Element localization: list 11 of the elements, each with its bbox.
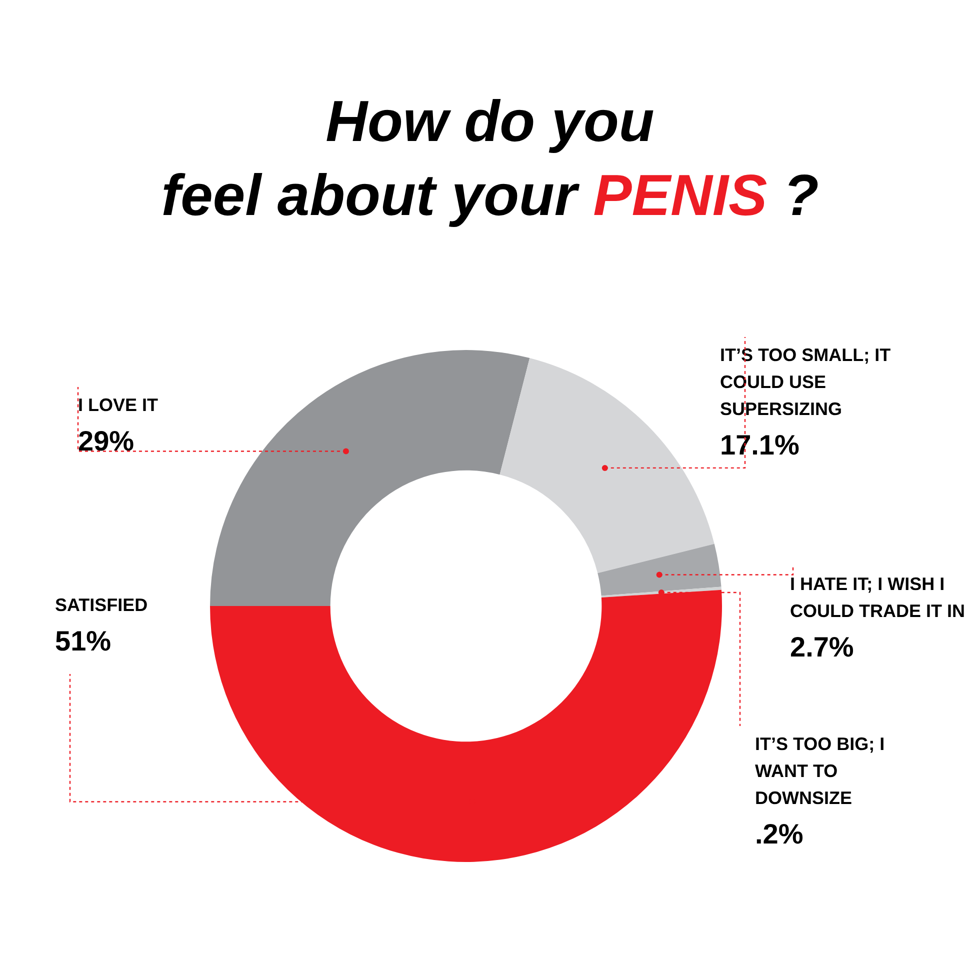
data-label: .2% (755, 818, 804, 850)
slice-label: IT’S TOO SMALL; IT COULD USE SUPERSIZING (720, 344, 891, 419)
data-label: 2.7% (790, 632, 854, 663)
slice-label: SATISFIED (55, 594, 148, 615)
slice-label: I HATE IT; I WISH I COULD TRADE IT IN (790, 574, 965, 621)
data-label: 17.1% (720, 430, 800, 461)
data-label: 29% (78, 426, 134, 457)
data-label: 51% (55, 626, 112, 657)
slice-label: IT’S TOO BIG; I WANT TO DOWNSIZE (755, 734, 885, 808)
chart-title: How do you feel about your PENIS ? (161, 89, 819, 228)
slice-label: I LOVE IT (78, 394, 158, 415)
